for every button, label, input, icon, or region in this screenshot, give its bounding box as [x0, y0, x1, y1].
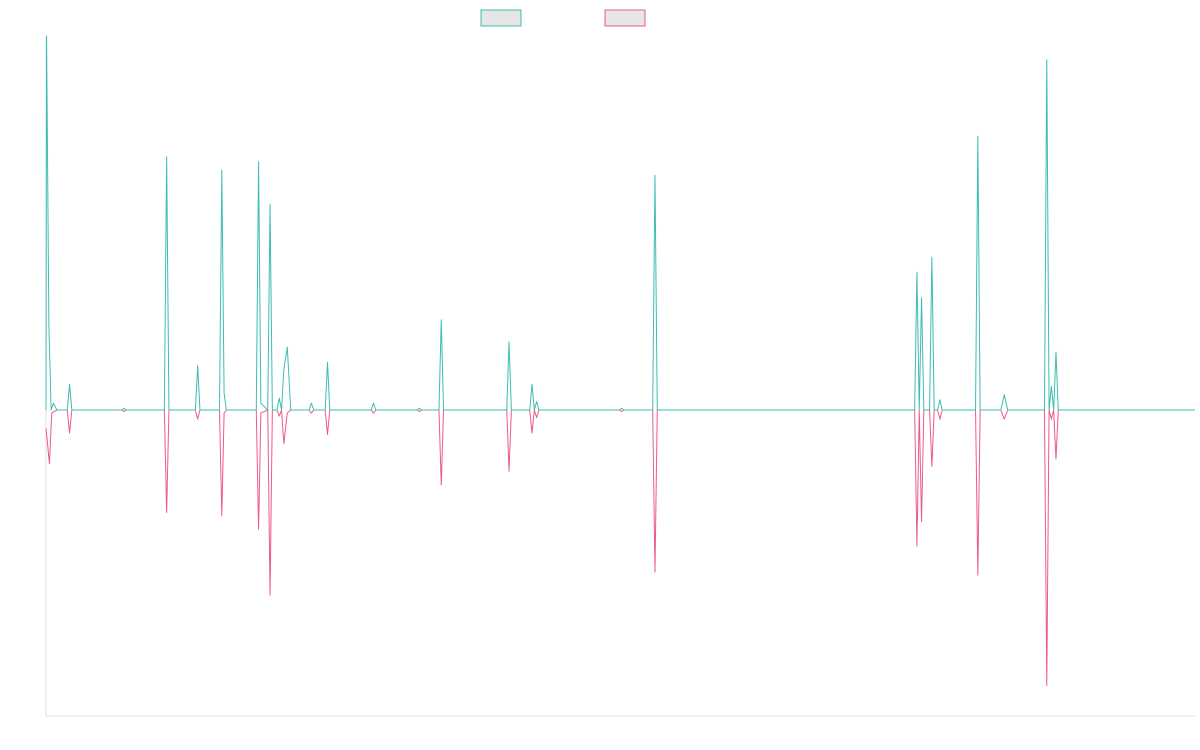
chart-legend	[480, 9, 646, 27]
series-line-a	[45, 35, 1195, 411]
plot-area	[45, 35, 1195, 717]
legend-swatch-series-a[interactable]	[480, 9, 522, 27]
legend-swatch-series-b[interactable]	[604, 9, 646, 27]
series-line-b	[45, 409, 1195, 686]
series-layer	[45, 35, 1195, 686]
